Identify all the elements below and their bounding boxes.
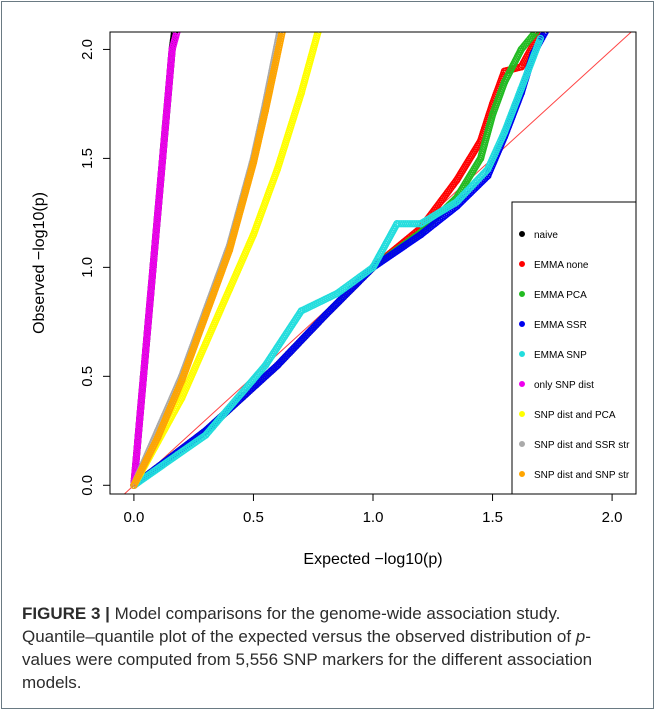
y-axis-label: Observed −log10(p)	[31, 192, 48, 334]
caption-pvalue-symbol: p	[575, 627, 586, 646]
y-tick-label: 0.5	[79, 366, 96, 387]
legend-marker	[519, 321, 525, 327]
x-axis-label: Expected −log10(p)	[303, 551, 442, 568]
data-point	[536, 34, 545, 43]
legend-label: EMMA SSR	[534, 320, 587, 331]
legend-label: naive	[534, 230, 558, 241]
reference-line	[123, 32, 632, 494]
series-emma-ssr	[130, 32, 549, 489]
y-tick-label: 1.5	[79, 148, 96, 169]
legend-label: EMMA SNP	[534, 350, 587, 361]
legend-label: SNP dist and SNP str	[534, 470, 630, 481]
series-only-snp-dist	[130, 32, 181, 489]
x-tick-label: 0.5	[243, 509, 264, 526]
data-point	[541, 32, 549, 36]
legend-marker	[519, 351, 525, 357]
x-tick-label: 1.0	[363, 509, 384, 526]
y-tick-label: 2.0	[79, 39, 96, 60]
data-point	[530, 32, 538, 38]
caption-text-part-2: -values were computed from 5,556 SNP mar…	[22, 627, 593, 692]
x-tick-label: 1.5	[482, 509, 503, 526]
x-tick-label: 0.0	[123, 509, 144, 526]
legend-label: SNP dist and SSR str	[534, 440, 630, 451]
y-tick-label: 1.0	[79, 257, 96, 278]
data-point	[414, 220, 423, 228]
legend-label: EMMA PCA	[534, 290, 587, 301]
legend-marker	[519, 381, 525, 387]
legend-label: only SNP dist	[534, 380, 594, 391]
legend-marker	[519, 261, 525, 267]
data-point	[173, 32, 181, 36]
data-point	[278, 32, 286, 36]
series-emma-none	[130, 32, 545, 489]
data-point	[531, 32, 540, 36]
caption-text-part-1: Model comparisons for the genome-wide as…	[22, 604, 576, 646]
legend-marker	[519, 411, 525, 417]
legend-label: SNP dist and PCA	[534, 410, 616, 421]
data-point	[314, 32, 322, 36]
legend-marker	[519, 441, 525, 447]
series-emma-snp	[130, 34, 545, 489]
legend-label: EMMA none	[534, 260, 589, 271]
legend-box	[511, 201, 637, 495]
legend-marker	[519, 471, 525, 477]
series-emma-pca	[130, 32, 540, 489]
x-tick-label: 2.0	[602, 509, 623, 526]
legend-marker	[519, 291, 525, 297]
series-snp-dist-and-snp-str	[130, 32, 286, 489]
figure-caption: FIGURE 3 | Model comparisons for the gen…	[22, 602, 637, 694]
legend-marker	[519, 231, 525, 237]
data-point	[276, 32, 284, 36]
caption-label: FIGURE 3 |	[22, 604, 110, 623]
y-tick-label: 0.0	[79, 475, 96, 496]
